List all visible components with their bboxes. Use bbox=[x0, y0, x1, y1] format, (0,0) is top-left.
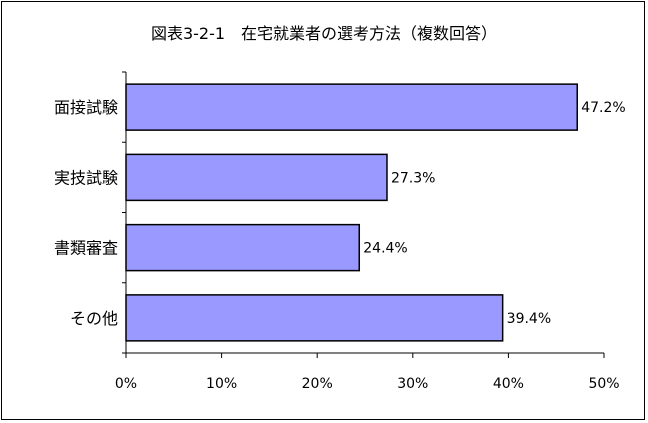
category-label: 実技試験 bbox=[54, 168, 118, 187]
bar-4 bbox=[125, 294, 504, 342]
x-tick-label: 0% bbox=[115, 376, 137, 392]
x-tick-label: 10% bbox=[206, 376, 237, 392]
category-label: その他 bbox=[70, 309, 118, 328]
data-label: 24.4% bbox=[363, 241, 407, 257]
category-label: 面接試験 bbox=[54, 98, 118, 117]
category-label: 書類審査 bbox=[54, 239, 118, 258]
x-tick-label: 50% bbox=[588, 376, 619, 392]
x-tick-label: 20% bbox=[302, 376, 333, 392]
x-tick-label: 40% bbox=[493, 376, 524, 392]
x-tick-label: 30% bbox=[397, 376, 428, 392]
data-label: 39.4% bbox=[507, 311, 551, 327]
bar-2 bbox=[125, 153, 388, 202]
bar-1 bbox=[125, 83, 578, 131]
data-label: 27.3% bbox=[391, 170, 435, 186]
bar-3 bbox=[125, 223, 361, 272]
chart-title: 図表3-2-1 在宅就業者の選考方法（複数回答） bbox=[151, 24, 497, 43]
plot-area: 0% 10% 20% 30% 40% 50% 面接試験 47.2% 実技試験 27.3% 書類審査 2… bbox=[54, 71, 626, 392]
data-label: 47.2% bbox=[581, 100, 625, 116]
